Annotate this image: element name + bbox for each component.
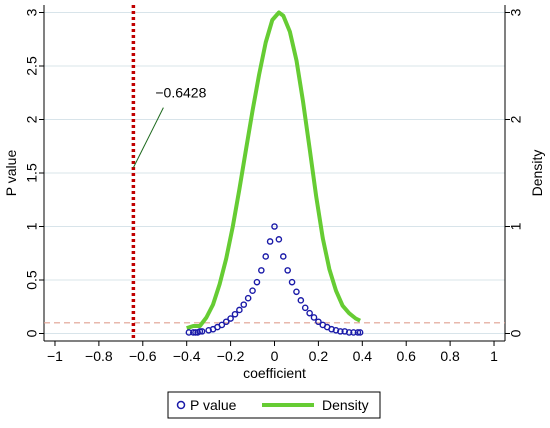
annotation-leader-line bbox=[132, 107, 164, 168]
p-value-point bbox=[275, 236, 283, 243]
x-tick-label: −0.2 bbox=[217, 348, 245, 364]
x-tick-label: 0.8 bbox=[440, 348, 460, 364]
p-value-point bbox=[337, 328, 344, 335]
left-y-tick-label: 2 bbox=[24, 115, 40, 123]
p-value-point bbox=[297, 297, 305, 304]
p-value-point bbox=[198, 328, 206, 335]
x-tick-label: 0.2 bbox=[309, 348, 329, 364]
right-y-axis-title: Density bbox=[529, 150, 545, 197]
x-tick-label: 0 bbox=[271, 348, 279, 364]
p-value-point bbox=[231, 310, 239, 318]
right-y-tick-label: 2 bbox=[508, 115, 524, 123]
p-value-point bbox=[253, 278, 261, 286]
left-y-tick-label: 1 bbox=[24, 222, 40, 230]
p-value-point bbox=[354, 329, 362, 336]
x-tick-label: 0.4 bbox=[353, 348, 373, 364]
p-value-point bbox=[356, 329, 364, 336]
p-value-point bbox=[310, 314, 318, 321]
p-value-point bbox=[345, 329, 353, 336]
right-y-axis-ticks: 0 1 2 3 bbox=[505, 8, 524, 337]
right-y-tick-label: 3 bbox=[508, 8, 524, 16]
p-value-point bbox=[301, 304, 309, 312]
p-value-point bbox=[227, 315, 234, 322]
p-value-point bbox=[266, 238, 274, 245]
left-y-tick-label: 2.5 bbox=[24, 56, 40, 76]
p-value-point bbox=[288, 278, 296, 286]
p-value-point bbox=[189, 329, 197, 336]
grid-lines bbox=[44, 11, 505, 335]
p-value-point bbox=[262, 253, 270, 260]
left-y-axis-title: P value bbox=[3, 150, 19, 197]
left-y-axis-ticks: 0 0.5 1 1.5 2 2.5 3 bbox=[24, 8, 44, 337]
p-value-point bbox=[284, 267, 291, 274]
left-y-tick-label: 1.5 bbox=[24, 163, 40, 183]
x-tick-label: −0.6 bbox=[129, 348, 157, 364]
legend: P value Density bbox=[167, 391, 381, 419]
x-axis-title: coefficient bbox=[243, 365, 306, 381]
density-curve bbox=[186, 10, 361, 331]
p-value-point bbox=[218, 321, 226, 329]
right-y-tick-label: 0 bbox=[508, 329, 524, 337]
legend-label-density: Density bbox=[322, 397, 369, 413]
p-value-point bbox=[279, 253, 287, 260]
p-value-point bbox=[306, 309, 313, 317]
p-value-point bbox=[222, 318, 230, 326]
p-value-point bbox=[350, 329, 357, 336]
p-value-point bbox=[293, 288, 300, 296]
x-tick-label: −1 bbox=[47, 348, 63, 364]
p-value-point bbox=[258, 267, 265, 274]
p-value-point bbox=[240, 301, 248, 308]
reference-lines bbox=[44, 5, 505, 341]
p-value-point bbox=[271, 223, 278, 230]
legend-label-p-value: P value bbox=[190, 397, 237, 413]
p-value-point bbox=[196, 328, 204, 335]
left-y-tick-label: 0.5 bbox=[24, 270, 40, 290]
right-y-tick-label: 1 bbox=[508, 222, 524, 230]
series-layer bbox=[185, 10, 364, 336]
left-y-tick-label: 0 bbox=[24, 329, 40, 337]
p-value-point bbox=[249, 287, 256, 295]
left-y-tick-label: 3 bbox=[24, 8, 40, 16]
p-value-point bbox=[185, 329, 193, 336]
legend-marker-p-value bbox=[176, 400, 186, 410]
p-value-point bbox=[315, 318, 322, 326]
x-tick-label: 1 bbox=[490, 348, 498, 364]
x-tick-label: −0.4 bbox=[173, 348, 201, 364]
x-tick-label: 0.6 bbox=[396, 348, 416, 364]
x-axis-ticks: −1 −0.8 −0.6 −0.4 −0.2 0 0.2 0.4 0.6 0.8 1 bbox=[47, 341, 498, 364]
p-value-point bbox=[244, 294, 252, 302]
x-tick-label: −0.8 bbox=[85, 348, 113, 364]
p-value-point bbox=[236, 306, 243, 314]
annotation-label: −0.6428 bbox=[155, 85, 206, 101]
